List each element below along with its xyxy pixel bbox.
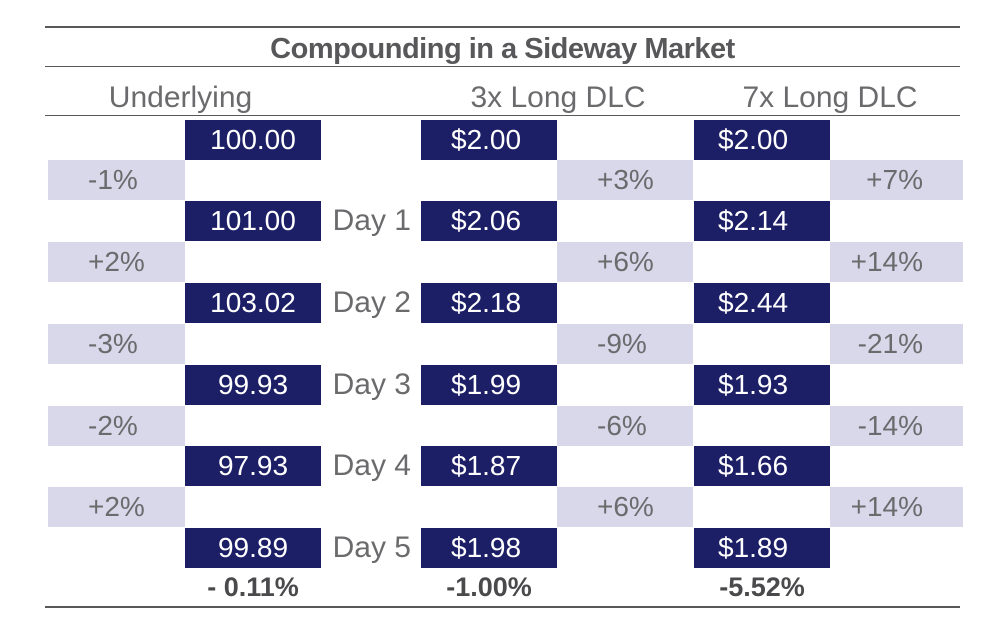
dlc3x-value-cell: $1.98	[421, 528, 557, 568]
underlying-value-cell: 97.93	[185, 446, 321, 486]
title-rule	[45, 66, 960, 67]
dlc7x-change-cell: +7%	[830, 160, 963, 200]
header-rule	[45, 115, 960, 116]
column-header-underlying: Underlying	[108, 81, 253, 114]
dlc3x-change-cell: -9%	[557, 324, 693, 364]
underlying-value-cell: 99.89	[185, 528, 321, 568]
underlying-value-cell: 103.02	[185, 283, 321, 323]
underlying-change-cell: -3%	[48, 324, 185, 364]
dlc3x-value-cell: $2.06	[421, 201, 557, 241]
top-rule	[45, 26, 960, 28]
dlc7x-value-cell: $2.14	[694, 201, 830, 241]
underlying-change-cell: +2%	[48, 487, 185, 527]
dlc3x-change-cell: +3%	[557, 160, 693, 200]
underlying-value-cell: 101.00	[185, 201, 321, 241]
day-label: Day 1	[332, 204, 411, 237]
dlc7x-change-cell: +14%	[830, 487, 963, 527]
day-label: Day 5	[332, 531, 411, 564]
bottom-rule	[45, 606, 960, 608]
dlc7x-change-cell: +14%	[830, 242, 963, 282]
dlc3x-value-cell: $1.87	[421, 446, 557, 486]
underlying-value-cell: 100.00	[185, 120, 321, 160]
underlying-value-cell: 99.93	[185, 365, 321, 405]
dlc7x-value-cell: $2.44	[694, 283, 830, 323]
dlc3x-change-cell: +6%	[557, 487, 693, 527]
column-header-7x-long-dlc: 7x Long DLC	[742, 81, 918, 114]
summary-underlying: - 0.11%	[207, 572, 299, 602]
underlying-change-cell: -2%	[48, 406, 185, 446]
summary-7x-long-dlc: -5.52%	[719, 572, 805, 602]
dlc7x-value-cell: $1.89	[694, 528, 830, 568]
day-label: Day 4	[332, 449, 411, 482]
dlc7x-value-cell: $1.93	[694, 365, 830, 405]
summary-3x-long-dlc: -1.00%	[446, 572, 532, 602]
day-label: Day 2	[332, 286, 411, 319]
dlc3x-change-cell: -6%	[557, 406, 693, 446]
dlc7x-value-cell: $1.66	[694, 446, 830, 486]
dlc7x-change-cell: -21%	[830, 324, 963, 364]
day-label: Day 3	[332, 368, 411, 401]
dlc7x-change-cell: -14%	[830, 406, 963, 446]
dlc3x-value-cell: $2.18	[421, 283, 557, 323]
underlying-change-cell: -1%	[48, 160, 185, 200]
dlc3x-change-cell: +6%	[557, 242, 693, 282]
table-title: Compounding in a Sideway Market	[270, 33, 735, 65]
column-header-3x-long-dlc: 3x Long DLC	[470, 81, 646, 114]
underlying-change-cell: +2%	[48, 242, 185, 282]
dlc3x-value-cell: $1.99	[421, 365, 557, 405]
dlc3x-value-cell: $2.00	[421, 120, 557, 160]
dlc7x-value-cell: $2.00	[694, 120, 830, 160]
